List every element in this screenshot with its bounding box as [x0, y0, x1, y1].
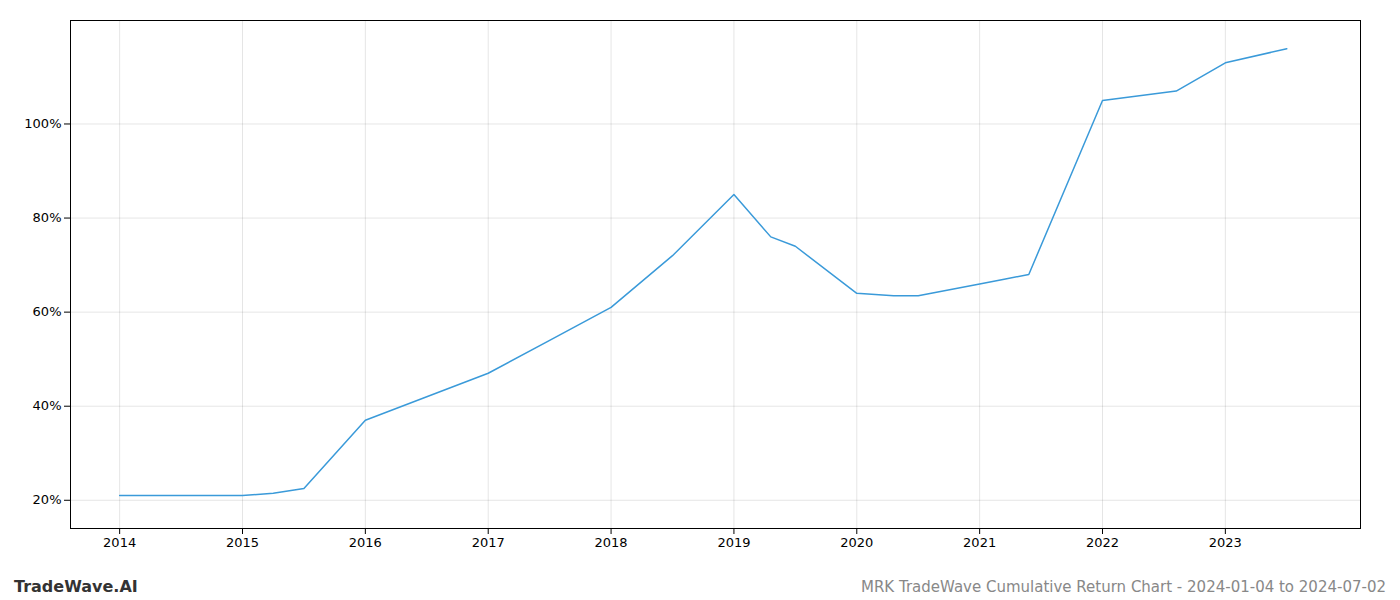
html-text:TradeWave.AI: TradeWave.AI — [14, 577, 138, 596]
svg-text:60%: 60% — [33, 304, 62, 319]
svg-text:2014: 2014 — [103, 535, 136, 550]
svg-text:80%: 80% — [33, 210, 62, 225]
svg-text:2021: 2021 — [963, 535, 996, 550]
svg-text:2015: 2015 — [226, 535, 259, 550]
svg-text:2018: 2018 — [595, 535, 628, 550]
html-text:MRK TradeWave Cumulative Retur: MRK TradeWave Cumulative Return Chart - … — [861, 578, 1386, 596]
svg-text:2023: 2023 — [1209, 535, 1242, 550]
svg-text:2017: 2017 — [472, 535, 505, 550]
svg-text:2020: 2020 — [840, 535, 873, 550]
svg-text:2022: 2022 — [1086, 535, 1119, 550]
svg-text:2019: 2019 — [717, 535, 750, 550]
svg-text:40%: 40% — [33, 398, 62, 413]
svg-text:100%: 100% — [24, 116, 61, 131]
svg-text:2016: 2016 — [349, 535, 382, 550]
svg-text:20%: 20% — [33, 492, 62, 507]
